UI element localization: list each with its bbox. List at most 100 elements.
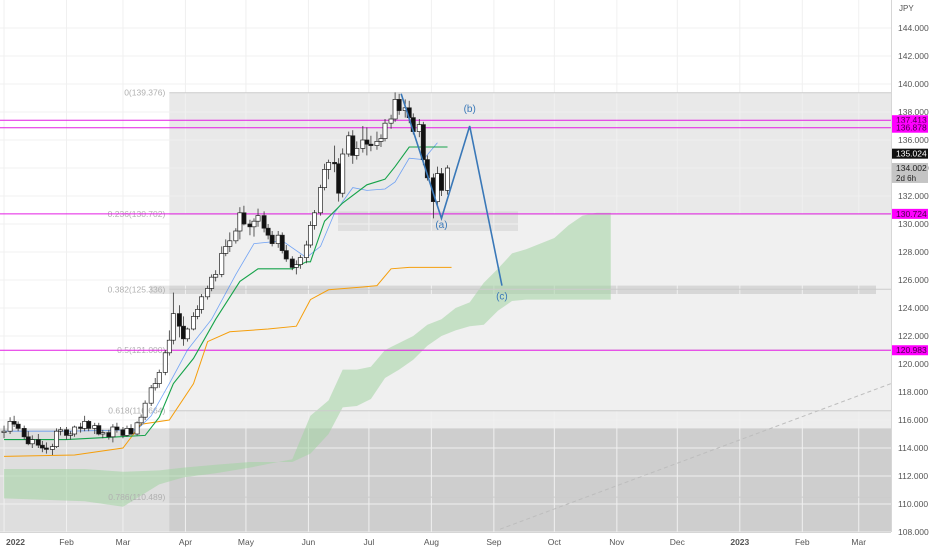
- candle[interactable]: [420, 121, 426, 166]
- y-tick-label: 118.000: [898, 387, 928, 397]
- candle[interactable]: [11, 415, 17, 427]
- candle[interactable]: [148, 385, 154, 406]
- candle[interactable]: [68, 431, 74, 440]
- candle[interactable]: [388, 114, 394, 129]
- candle[interactable]: [332, 145, 338, 173]
- candle[interactable]: [340, 148, 346, 198]
- candle[interactable]: [49, 443, 55, 455]
- candle[interactable]: [322, 163, 327, 191]
- candle-body-up: [392, 99, 398, 120]
- horizontal-levels: [0, 119, 891, 351]
- candle[interactable]: [156, 369, 162, 388]
- candle[interactable]: [86, 420, 92, 432]
- wave-path[interactable]: [400, 93, 503, 286]
- candle[interactable]: [354, 141, 360, 160]
- candle[interactable]: [205, 285, 211, 300]
- candle[interactable]: [1, 425, 7, 439]
- candle[interactable]: [64, 427, 69, 440]
- candle[interactable]: [251, 218, 257, 237]
- candle-body-down: [128, 428, 134, 435]
- candle[interactable]: [138, 414, 144, 426]
- candle[interactable]: [142, 400, 148, 420]
- candle-body-up: [170, 313, 176, 341]
- candle[interactable]: [7, 417, 13, 434]
- candle[interactable]: [368, 135, 374, 152]
- candle[interactable]: [72, 425, 78, 437]
- candle[interactable]: [307, 221, 313, 248]
- candle[interactable]: [162, 350, 168, 376]
- candle[interactable]: [209, 274, 215, 292]
- candle[interactable]: [219, 246, 225, 278]
- candle[interactable]: [374, 131, 380, 150]
- candle[interactable]: [378, 134, 384, 147]
- candle[interactable]: [58, 427, 63, 436]
- candle[interactable]: [35, 434, 41, 448]
- candle[interactable]: [166, 330, 172, 356]
- candle[interactable]: [279, 232, 285, 254]
- candle[interactable]: [255, 208, 261, 227]
- candle[interactable]: [241, 205, 247, 226]
- candle[interactable]: [396, 93, 402, 115]
- candle[interactable]: [297, 254, 303, 269]
- candle[interactable]: [303, 240, 309, 264]
- candle[interactable]: [364, 127, 370, 156]
- candle[interactable]: [213, 270, 219, 282]
- candle[interactable]: [283, 245, 289, 262]
- candle[interactable]: [265, 224, 271, 240]
- candle[interactable]: [134, 421, 140, 436]
- x-tick-label: 2022: [6, 537, 25, 547]
- candle[interactable]: [15, 421, 21, 432]
- candle[interactable]: [233, 228, 239, 244]
- y-tick-label: 110.000: [898, 499, 928, 509]
- candle[interactable]: [318, 184, 323, 216]
- candle[interactable]: [289, 256, 295, 271]
- candle-body-up: [138, 416, 144, 424]
- candle-body-up: [434, 173, 440, 202]
- candle-body-up: [29, 439, 35, 445]
- x-tick-label: Jul: [363, 537, 374, 547]
- price-tag-label: 137.413: [896, 115, 927, 125]
- candle[interactable]: [350, 130, 356, 164]
- candle-body-up: [195, 309, 201, 317]
- candle[interactable]: [195, 305, 201, 320]
- candle-body-down: [39, 444, 45, 449]
- candle[interactable]: [382, 119, 388, 142]
- x-tick-label: Jun: [302, 537, 316, 547]
- candle-body-up: [293, 264, 299, 268]
- candle[interactable]: [191, 312, 196, 331]
- candle[interactable]: [96, 422, 102, 436]
- candle-body-down: [396, 99, 402, 111]
- candle[interactable]: [29, 435, 35, 448]
- candle[interactable]: [152, 378, 158, 391]
- candles[interactable]: [1, 92, 450, 455]
- candle[interactable]: [100, 429, 106, 439]
- candle[interactable]: [326, 159, 332, 180]
- elliott-wave[interactable]: (a) (b) (c): [400, 93, 508, 303]
- tenkan-line: [4, 142, 438, 432]
- candle[interactable]: [21, 425, 27, 440]
- candle[interactable]: [39, 441, 45, 453]
- candle[interactable]: [176, 305, 182, 338]
- candle[interactable]: [293, 260, 299, 275]
- fib-label-0.786: 0.786(110.489): [108, 492, 165, 502]
- candle[interactable]: [43, 442, 49, 454]
- candle[interactable]: [199, 294, 205, 314]
- candle[interactable]: [227, 232, 233, 252]
- candle[interactable]: [445, 165, 450, 195]
- candle[interactable]: [53, 428, 59, 448]
- candle[interactable]: [170, 292, 176, 345]
- candle-body-up: [388, 118, 394, 124]
- candle[interactable]: [128, 424, 134, 436]
- candle[interactable]: [185, 327, 190, 342]
- candle[interactable]: [261, 211, 267, 233]
- candle[interactable]: [312, 210, 317, 230]
- candle[interactable]: [110, 424, 116, 443]
- candle[interactable]: [269, 231, 275, 247]
- candle[interactable]: [114, 422, 120, 433]
- candle[interactable]: [439, 168, 444, 196]
- candle[interactable]: [223, 239, 229, 257]
- candle-body-up: [209, 276, 215, 289]
- candle-body-up: [100, 432, 106, 435]
